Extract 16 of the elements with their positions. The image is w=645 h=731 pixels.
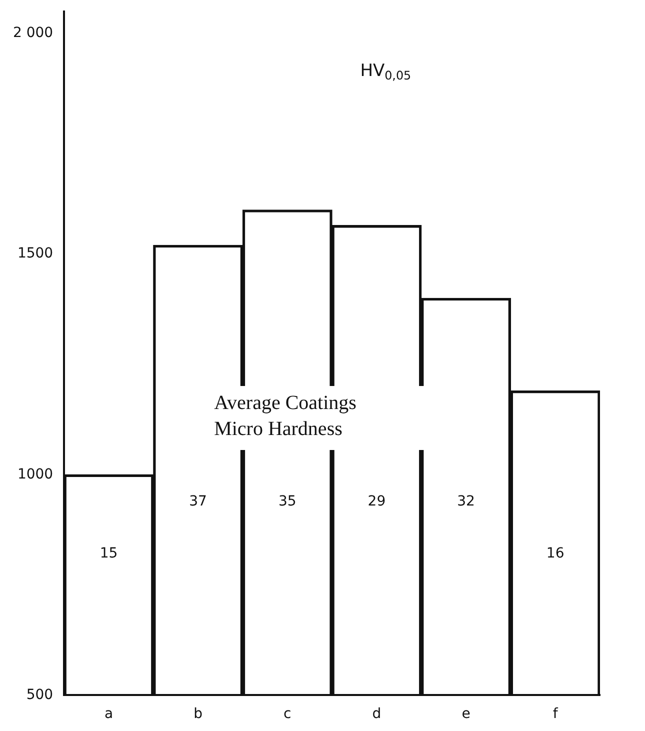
annotation: 16 — [546, 545, 564, 562]
x-tick-label: d — [372, 706, 382, 722]
x-tick-label: e — [462, 706, 470, 722]
annotation: 37 — [189, 493, 207, 510]
x-tick-label: a — [104, 706, 114, 722]
y-tick-label: 2 000 — [12, 25, 54, 42]
annotation: 32 — [457, 493, 475, 510]
y-tick-label: 1500 — [17, 246, 54, 262]
x-tick-label: b — [194, 706, 203, 722]
x-tick-label: f — [552, 706, 559, 722]
annotation: 29 — [368, 493, 386, 510]
annotation: 35 — [278, 493, 296, 510]
y-tick-label: 1000 — [17, 466, 54, 482]
annotation: 15 — [100, 545, 118, 562]
x-tick-label: c — [284, 706, 292, 722]
y-tick-label: 500 — [26, 686, 54, 703]
